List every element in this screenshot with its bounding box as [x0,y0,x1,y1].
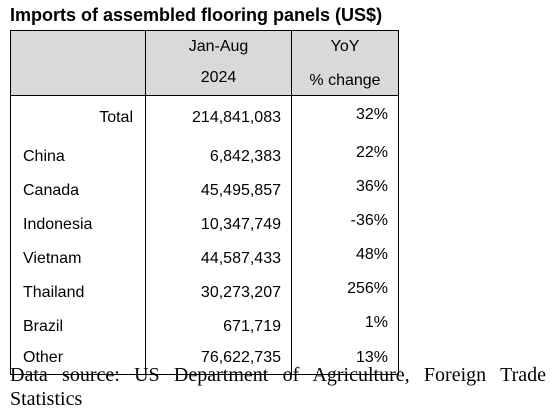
row-yoy: 32% [291,95,399,140]
table-row: Indonesia 10,347,749 -36% [10,208,399,242]
table-row: China 6,842,383 22% [10,140,399,174]
row-country: Indonesia [10,208,146,242]
row-country: Other [10,344,146,375]
table-row: Other 76,622,735 13% [10,344,399,375]
row-country: Total [10,95,146,140]
row-country: Thailand [10,276,146,310]
chart-title: Imports of assembled flooring panels (US… [10,5,383,25]
row-yoy: 48% [291,242,399,276]
header-period-line1: Jan-Aug [188,38,249,55]
row-value: 10,347,749 [145,208,292,242]
row-yoy: -36% [291,208,399,242]
row-country: Vietnam [10,242,146,276]
row-value: 214,841,083 [145,95,292,140]
header-row: Jan-Aug 2024 YoY % change [10,30,399,96]
row-yoy: 256% [291,276,399,310]
row-value: 45,495,857 [145,174,292,208]
row-value: 30,273,207 [145,276,292,310]
table-row: Thailand 30,273,207 256% [10,276,399,310]
header-yoy: YoY % change [291,30,399,96]
header-yoy-line2: % change [309,72,381,89]
table-row: Canada 45,495,857 36% [10,174,399,208]
row-value: 671,719 [145,310,292,344]
header-country [10,30,146,96]
header-period-line2: 2024 [200,69,237,86]
row-country: Brazil [10,310,146,344]
row-value: 76,622,735 [145,344,292,375]
imports-table: Jan-Aug 2024 YoY % change Total 214,841,… [10,30,399,375]
row-yoy: 13% [291,344,399,375]
row-country: China [10,140,146,174]
data-source-note: Data source: US Department of Agricultur… [10,364,546,410]
table-body: Total 214,841,083 32% China 6,842,383 22… [10,95,399,375]
table-row: Brazil 671,719 1% [10,310,399,344]
row-value: 44,587,433 [145,242,292,276]
imports-table-container: Jan-Aug 2024 YoY % change Total 214,841,… [10,30,399,375]
row-country: Canada [10,174,146,208]
row-value: 6,842,383 [145,140,292,174]
header-period: Jan-Aug 2024 [145,30,292,96]
row-yoy: 1% [291,310,399,344]
row-yoy: 22% [291,140,399,174]
table-row: Vietnam 44,587,433 48% [10,242,399,276]
header-yoy-line1: YoY [330,38,360,55]
row-yoy: 36% [291,174,399,208]
table-row-total: Total 214,841,083 32% [10,95,399,140]
